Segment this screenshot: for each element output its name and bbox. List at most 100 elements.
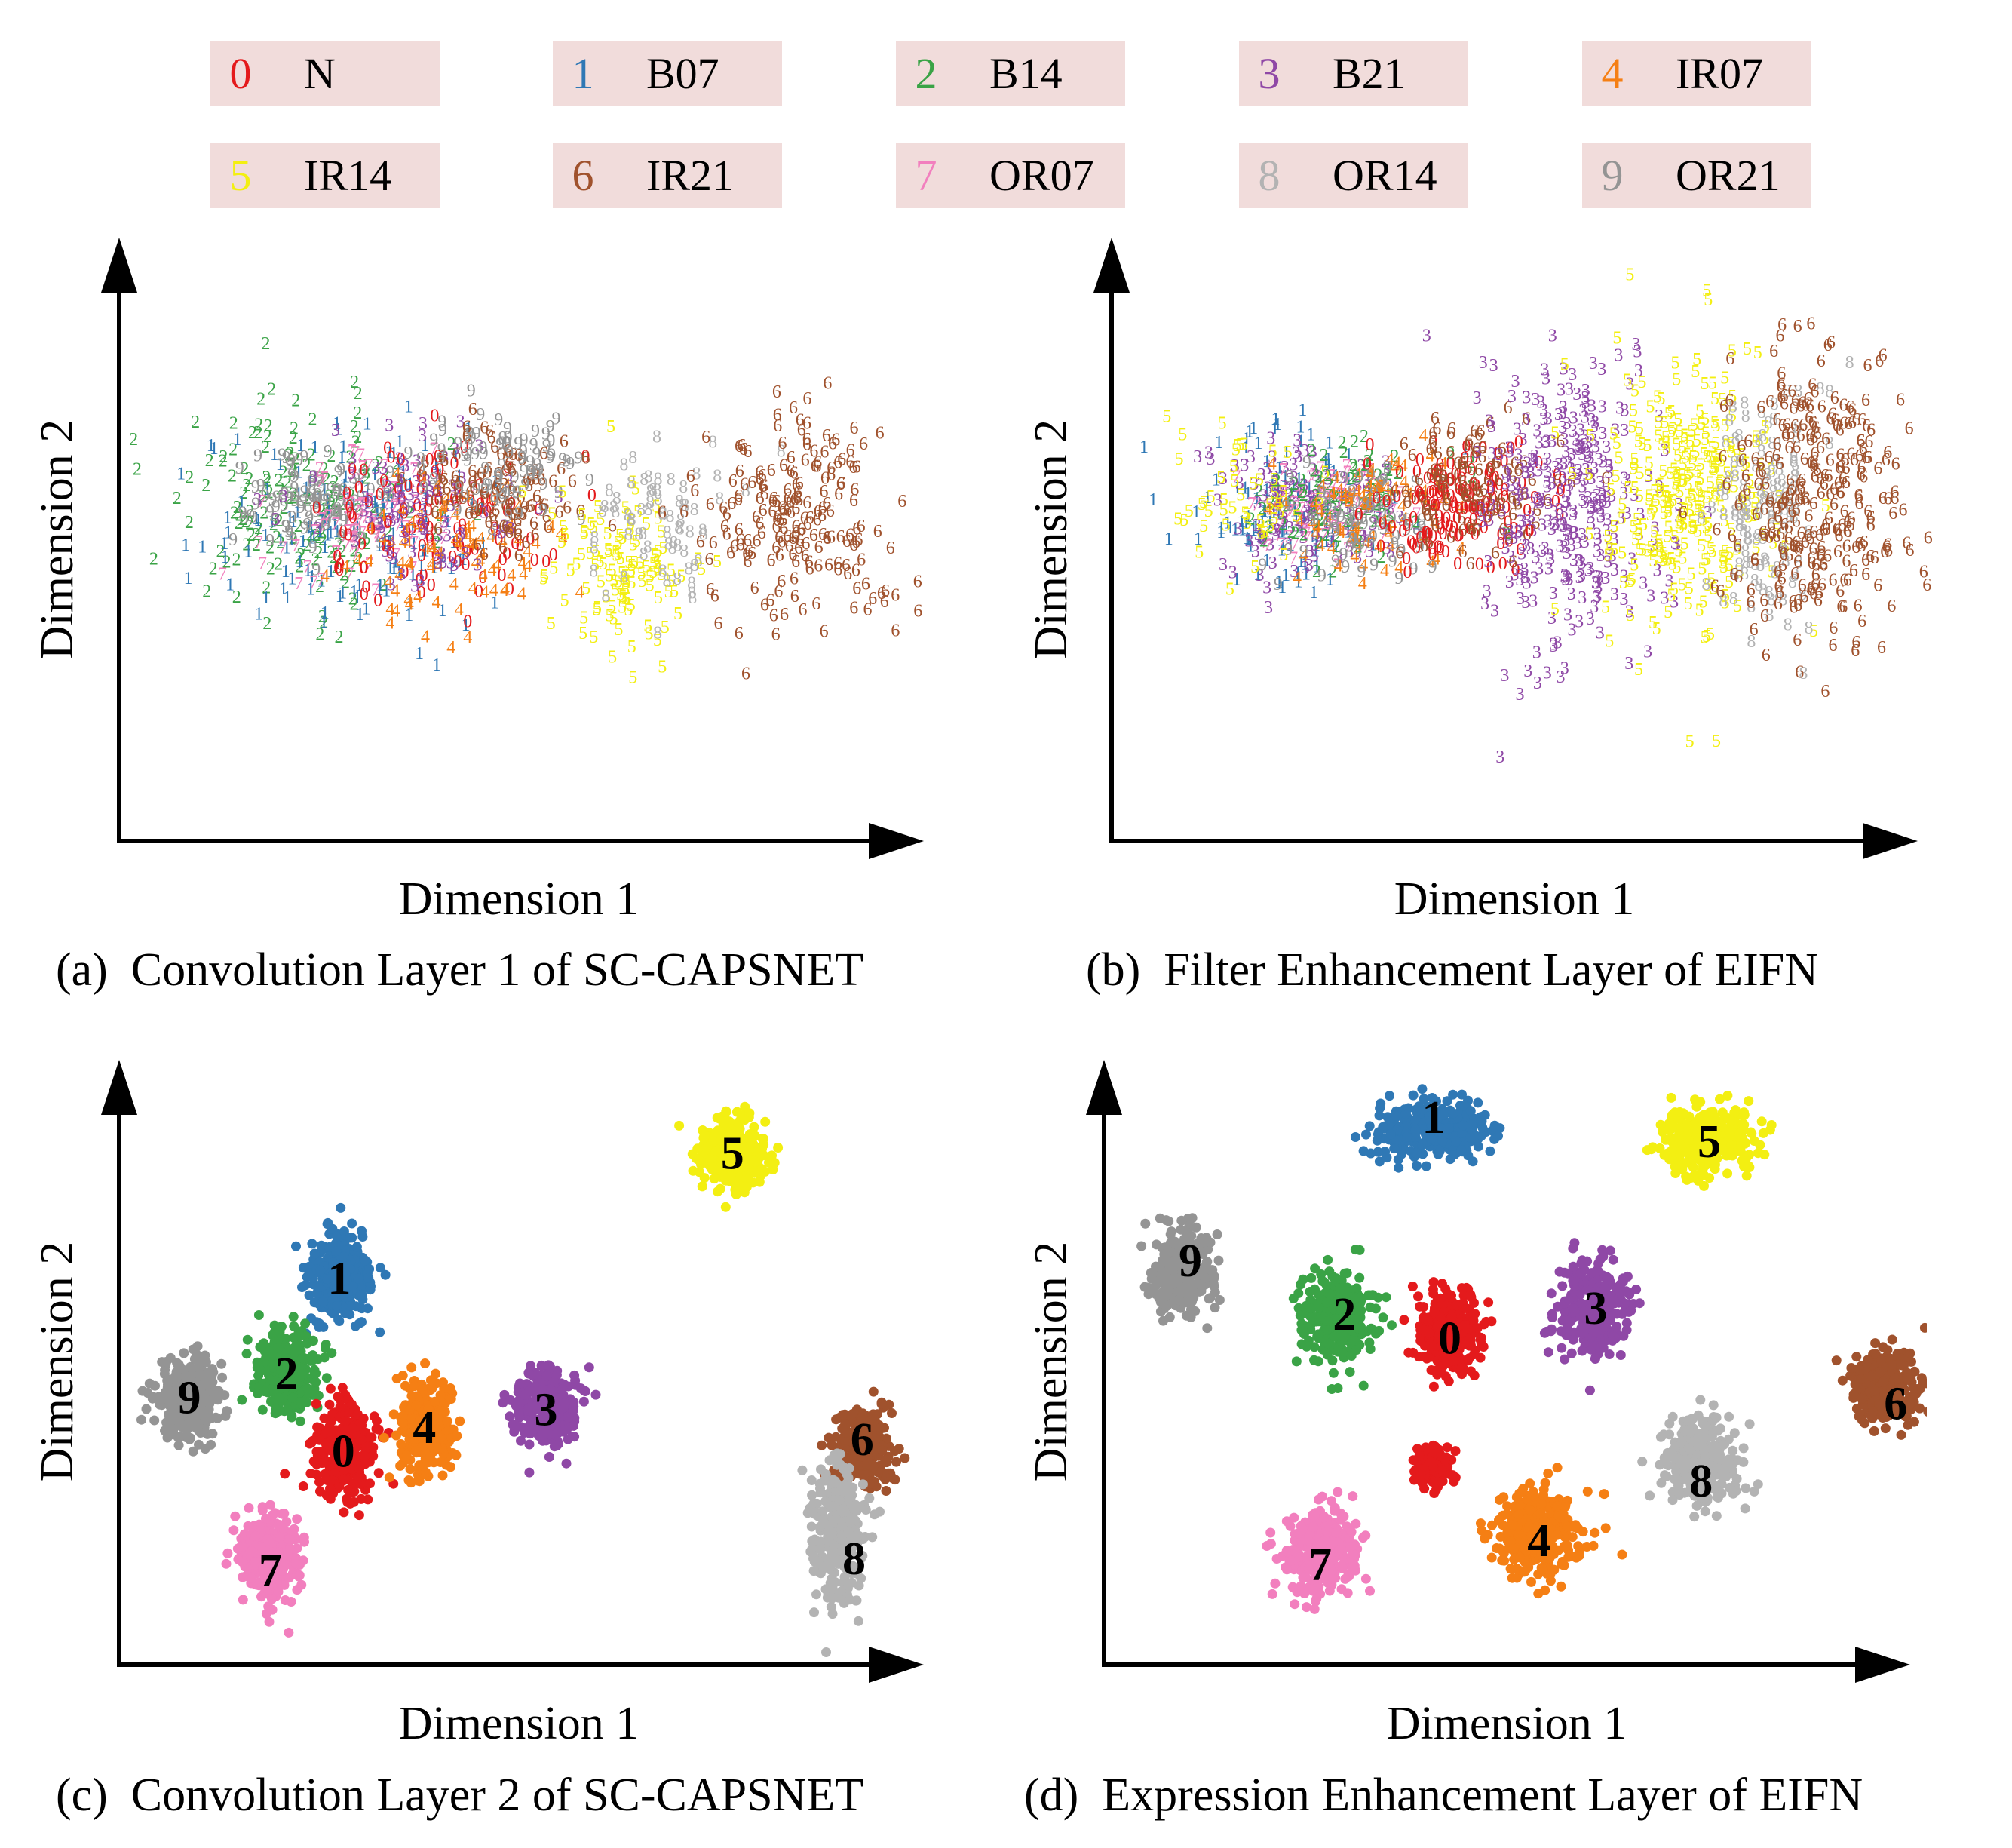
legend-label: IR21 <box>646 151 734 200</box>
point: 6 <box>876 424 885 444</box>
point: 1 <box>1231 520 1240 540</box>
point: 9 <box>291 487 300 507</box>
cluster-5: 5555555555555555555555555555555555555555… <box>518 417 722 688</box>
point <box>363 1272 374 1283</box>
point: 9 <box>558 450 567 470</box>
point: 6 <box>776 510 785 530</box>
point: 7 <box>379 456 388 475</box>
point: 8 <box>646 482 655 502</box>
point: 9 <box>484 476 493 496</box>
point: 2 <box>341 573 350 593</box>
point: 5 <box>1293 507 1302 526</box>
point: 1 <box>373 501 382 520</box>
point: 6 <box>779 519 788 539</box>
point: 6 <box>554 503 563 523</box>
point: 1 <box>1311 542 1320 561</box>
point: 0 <box>425 450 434 470</box>
point: 1 <box>355 605 364 625</box>
point: 6 <box>1793 317 1802 336</box>
point: 1 <box>304 518 313 538</box>
point: 4 <box>500 581 509 600</box>
point: 5 <box>1315 490 1324 509</box>
point: 9 <box>358 464 367 483</box>
point: 4 <box>399 533 408 552</box>
point: 4 <box>378 506 387 526</box>
point: 2 <box>266 560 275 579</box>
point: 5 <box>670 582 679 602</box>
point: 6 <box>477 499 486 519</box>
point: 1 <box>365 513 374 533</box>
point: 1 <box>307 517 316 536</box>
point: 3 <box>412 489 421 508</box>
point: 2 <box>302 489 311 508</box>
point <box>307 1239 317 1249</box>
point: 6 <box>767 461 776 480</box>
point: 2 <box>360 529 369 548</box>
point: 4 <box>488 560 497 580</box>
point: 9 <box>299 491 308 511</box>
point: 6 <box>1905 419 1914 438</box>
point: 5 <box>621 589 630 609</box>
point: 1 <box>326 523 335 543</box>
point: 6 <box>802 414 811 434</box>
point: 1 <box>1269 503 1278 523</box>
point: 4 <box>365 552 374 572</box>
point <box>747 1137 757 1148</box>
point: 6 <box>576 502 585 522</box>
point: 2 <box>302 456 311 476</box>
point <box>318 1457 329 1468</box>
point: 9 <box>228 530 238 550</box>
point: 2 <box>318 607 327 627</box>
point: 6 <box>1793 591 1802 611</box>
point: 9 <box>546 448 555 468</box>
point: 5 <box>597 573 606 592</box>
point: 2 <box>350 542 359 561</box>
point: 2 <box>362 469 371 489</box>
point: 4 <box>532 534 541 554</box>
point: 6 <box>796 531 805 551</box>
point: 9 <box>357 529 367 548</box>
point: 7 <box>317 569 326 589</box>
point <box>253 1310 264 1320</box>
point: 8 <box>627 511 636 530</box>
point: 9 <box>563 452 572 471</box>
point: 2 <box>247 526 256 545</box>
legend-swatch-bg <box>210 143 440 208</box>
point: 9 <box>382 484 391 504</box>
point <box>287 1411 297 1421</box>
point: 3 <box>506 519 515 539</box>
point: 1 <box>1279 536 1288 556</box>
point: 2 <box>262 468 271 487</box>
point: 7 <box>409 533 419 552</box>
point: 9 <box>377 483 386 502</box>
point: 6 <box>1765 392 1774 412</box>
point: 3 <box>422 471 431 491</box>
point: 8 <box>674 518 683 538</box>
point: 9 <box>472 480 481 499</box>
point: 6 <box>778 434 787 453</box>
point: 9 <box>1394 569 1403 588</box>
point: 9 <box>287 465 296 485</box>
point: 6 <box>1762 646 1771 665</box>
point: 5 <box>1679 471 1688 491</box>
point: 6 <box>508 461 517 480</box>
point: 3 <box>1536 392 1545 412</box>
point: 9 <box>493 465 502 485</box>
legend-digit: 9 <box>1602 151 1624 200</box>
point: 9 <box>309 467 318 487</box>
point: 9 <box>246 506 255 526</box>
point: 8 <box>687 573 696 593</box>
point: 6 <box>1851 633 1860 652</box>
point: 3 <box>419 520 428 539</box>
point: 5 <box>1279 545 1288 565</box>
point: 6 <box>837 450 846 469</box>
point: 6 <box>857 517 866 536</box>
point: 8 <box>1697 509 1706 529</box>
point: 7 <box>315 459 324 478</box>
point: 6 <box>843 564 852 584</box>
point: 3 <box>456 412 465 431</box>
point: 3 <box>1550 502 1559 522</box>
point: 2 <box>284 445 293 465</box>
point: 3 <box>475 437 484 456</box>
point: 3 <box>360 488 370 508</box>
